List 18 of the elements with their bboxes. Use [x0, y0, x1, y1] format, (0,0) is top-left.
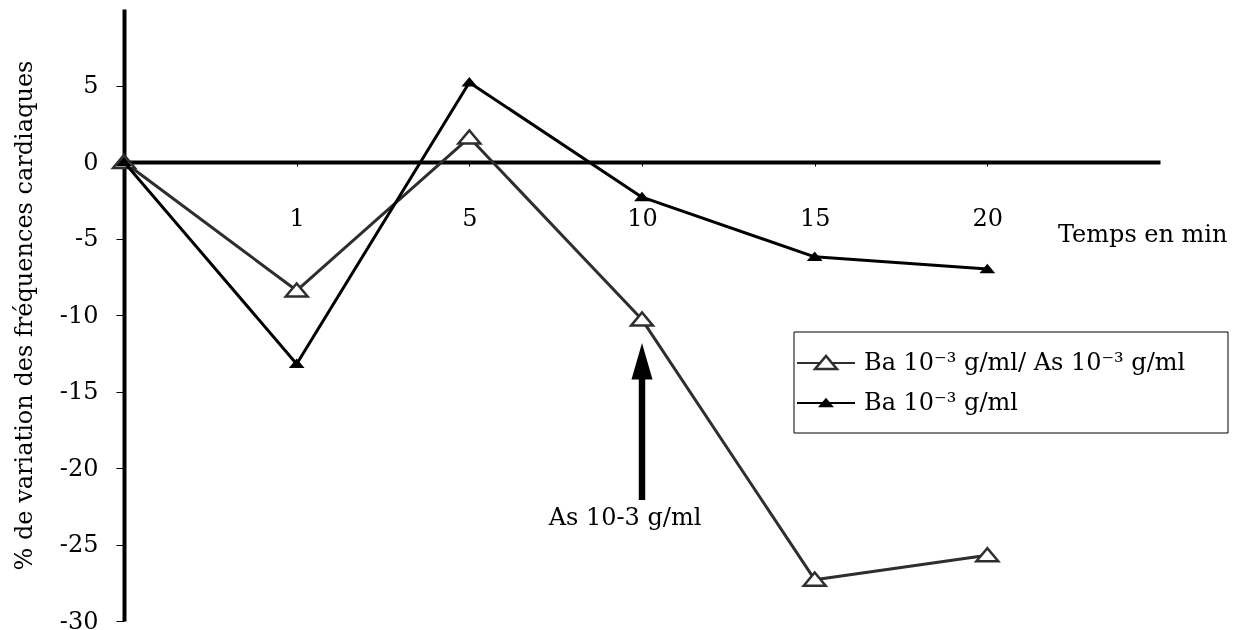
y-tick-label: -20	[59, 453, 99, 482]
y-tick-label: 0	[83, 147, 99, 176]
y-axis-title: % de variation des fréquences cardiaques	[9, 60, 38, 571]
x-axis-title: Temps en min	[1057, 219, 1228, 248]
legend-label: Ba 10⁻³ g/ml/ As 10⁻³ g/ml	[864, 348, 1186, 376]
x-tick-label: 1	[289, 203, 305, 232]
y-tick-label: -25	[59, 530, 99, 558]
x-tick-label: 5	[462, 203, 478, 232]
y-tick-label: -15	[59, 377, 99, 405]
y-tick-label: -5	[75, 224, 99, 252]
y-tick-label: -30	[59, 606, 99, 630]
x-tick-label: 20	[972, 203, 1004, 232]
y-tick-label: -10	[59, 300, 99, 329]
x-tick-label: 15	[799, 203, 831, 232]
legend-label: Ba 10⁻³ g/ml	[864, 388, 1018, 416]
annotation: As 10-3 g/ml	[547, 503, 702, 531]
y-tick-label: 5	[83, 71, 99, 99]
x-tick-label: 10	[627, 203, 658, 232]
